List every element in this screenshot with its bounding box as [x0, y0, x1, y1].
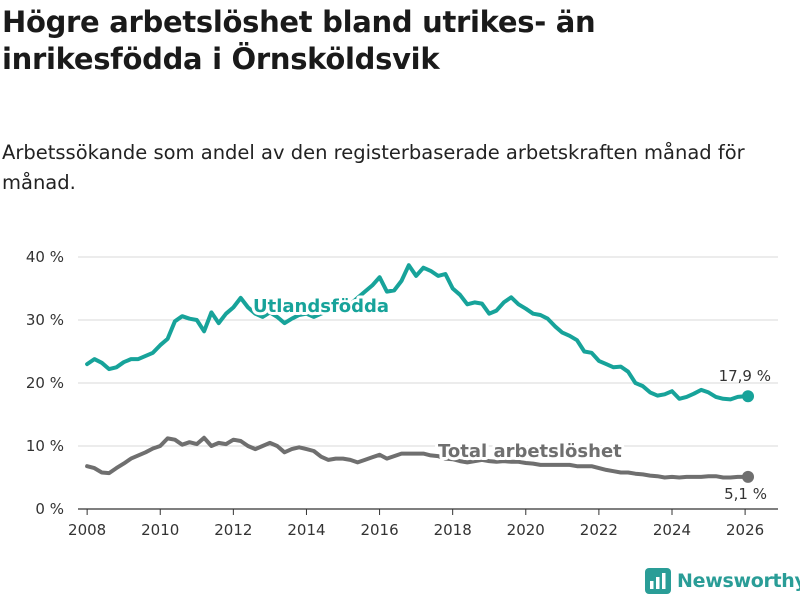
y-axis-ticks: 0 % 10 % 20 % 30 % 40 %	[26, 248, 64, 518]
chart-subtitle: Arbetssökande som andel av den registerb…	[2, 141, 745, 194]
x-tick-label: 2026	[726, 521, 764, 539]
x-tick-label: 2012	[214, 521, 252, 539]
x-tick-label: 2014	[287, 521, 325, 539]
series-labels: Utlandsfödda Total arbetslöshet 17,9 % 5,1 …	[250, 293, 771, 503]
series-line-utlandsfodda	[85, 263, 750, 402]
bar-chart-icon	[645, 568, 671, 594]
series-end-point	[742, 470, 755, 483]
brand-name: Newsworthy	[677, 570, 800, 592]
grid-lines	[78, 256, 778, 447]
y-tick-label: 0 %	[35, 500, 64, 518]
series-end-value-label: 5,1 %	[724, 485, 767, 503]
y-tick-label: 20 %	[26, 374, 64, 392]
x-tick-label: 2022	[580, 521, 618, 539]
series-lines	[85, 263, 755, 483]
x-tick-label: 2024	[653, 521, 691, 539]
series-end-value-label: 17,9 %	[719, 367, 771, 385]
brand-logo: Newsworthy	[645, 568, 800, 594]
x-tick-label: 2018	[434, 521, 472, 539]
x-tick-label: 2008	[68, 521, 106, 539]
x-tick-label: 2020	[507, 521, 545, 539]
page-title: Högre arbetslöshet bland utrikes- än inr…	[2, 5, 596, 76]
x-axis: 2008 2010 2012 2014 2016 2018 2020 2022 2024 2026	[68, 508, 778, 539]
y-tick-label: 10 %	[26, 437, 64, 455]
series-end-point	[742, 390, 755, 403]
series-name-label: Total arbetslöshet	[438, 441, 622, 462]
x-tick-label: 2016	[360, 521, 398, 539]
x-tick-label: 2010	[141, 521, 179, 539]
y-tick-label: 30 %	[26, 311, 64, 329]
series-name-label: Utlandsfödda	[253, 296, 389, 317]
series-line-total	[85, 435, 750, 480]
y-tick-label: 40 %	[26, 248, 64, 266]
